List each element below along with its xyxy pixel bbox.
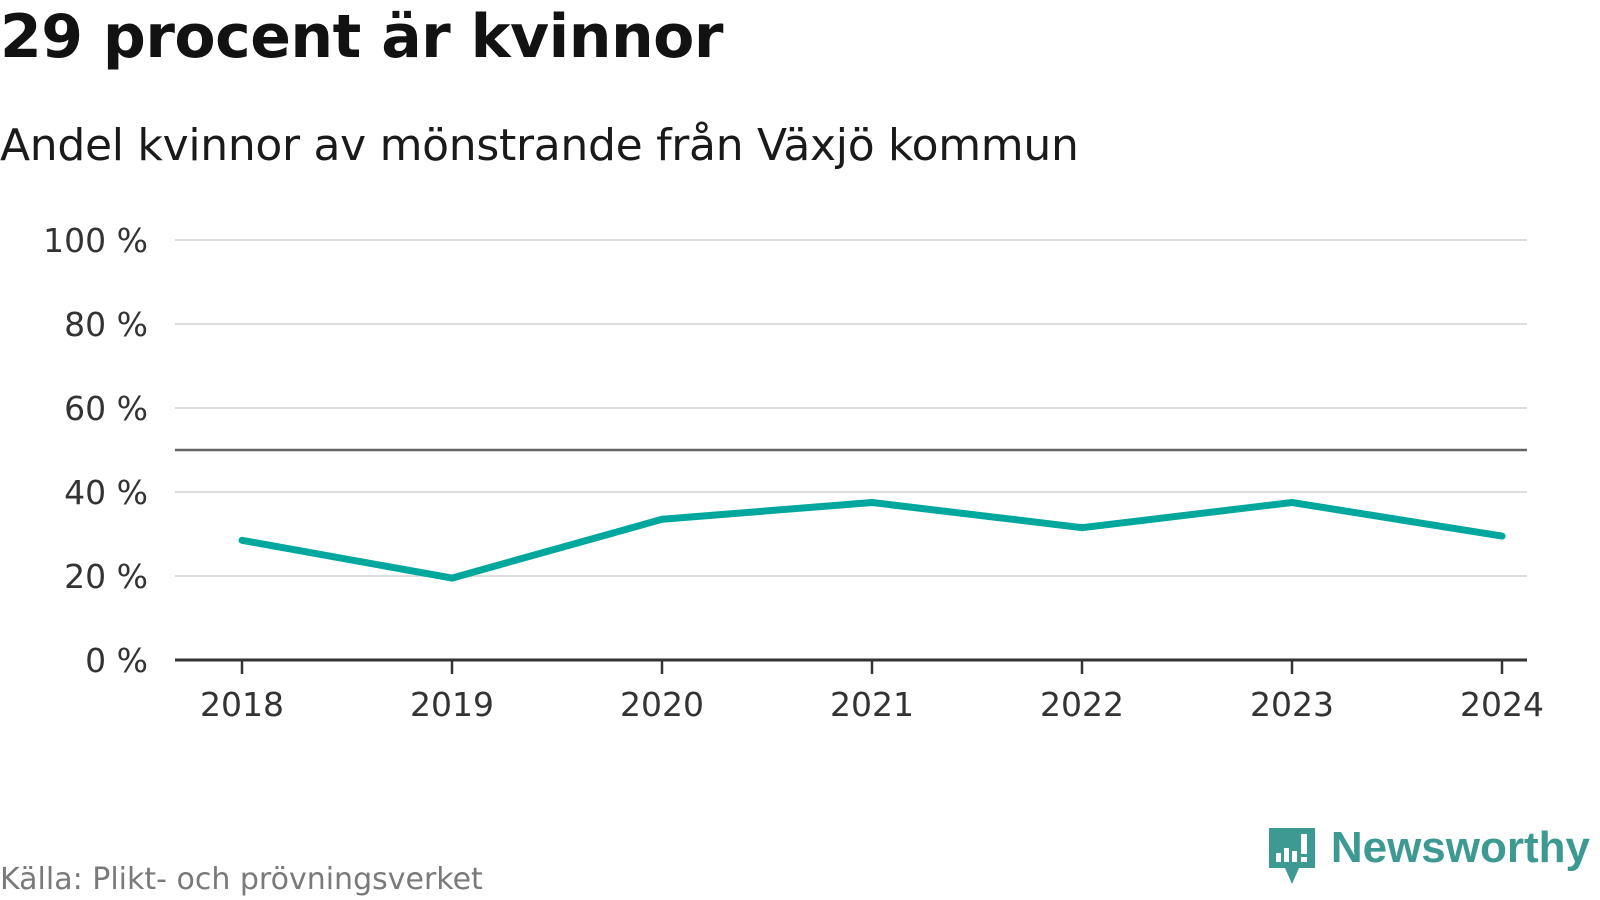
data-point-2018 — [238, 536, 246, 544]
gridlines — [175, 239, 1527, 577]
y-tick-label-100: 100 % — [43, 221, 148, 260]
data-point-2019 — [448, 574, 456, 582]
x-tick-label-2023: 2023 — [1250, 685, 1334, 724]
data-point-2020 — [658, 515, 666, 523]
x-tick-label-2021: 2021 — [830, 685, 914, 724]
x-tick-label-2020: 2020 — [620, 685, 704, 724]
newsworthy-logo-icon — [1268, 828, 1315, 884]
x-tick-label-2024: 2024 — [1460, 685, 1544, 724]
chart-subtitle: Andel kvinnor av mönstrande från Växjö k… — [0, 120, 1079, 171]
brand-name: Newsworthy — [1330, 823, 1590, 872]
y-tick-label-0: 0 % — [85, 641, 148, 680]
y-tick-label-20: 20 % — [64, 557, 148, 596]
data-point-2021 — [868, 499, 876, 506]
x-tick-label-2019: 2019 — [410, 685, 494, 724]
data-point-2023 — [1288, 499, 1296, 506]
y-tick-label-60: 60 % — [64, 389, 148, 428]
y-tick-label-40: 40 % — [64, 473, 148, 512]
x-tick-label-2018: 2018 — [200, 685, 284, 724]
series-group — [238, 499, 1506, 582]
x-axis-ticks: 2018 2019 2020 2021 2022 2023 2024 — [200, 660, 1544, 724]
y-tick-label-80: 80 % — [64, 305, 148, 344]
brand: Newsworthy — [1267, 826, 1590, 890]
data-point-2024 — [1498, 532, 1506, 540]
chart-title: 29 procent är kvinnor — [0, 2, 723, 72]
series-line-0 — [241, 499, 1503, 582]
x-tick-label-2022: 2022 — [1040, 685, 1124, 724]
data-point-2022 — [1078, 524, 1086, 532]
y-axis-ticks: 0 % 20 % 40 % 60 % 80 % 100 % — [43, 221, 148, 680]
source-note: Källa: Plikt- och prövningsverket — [0, 862, 483, 897]
